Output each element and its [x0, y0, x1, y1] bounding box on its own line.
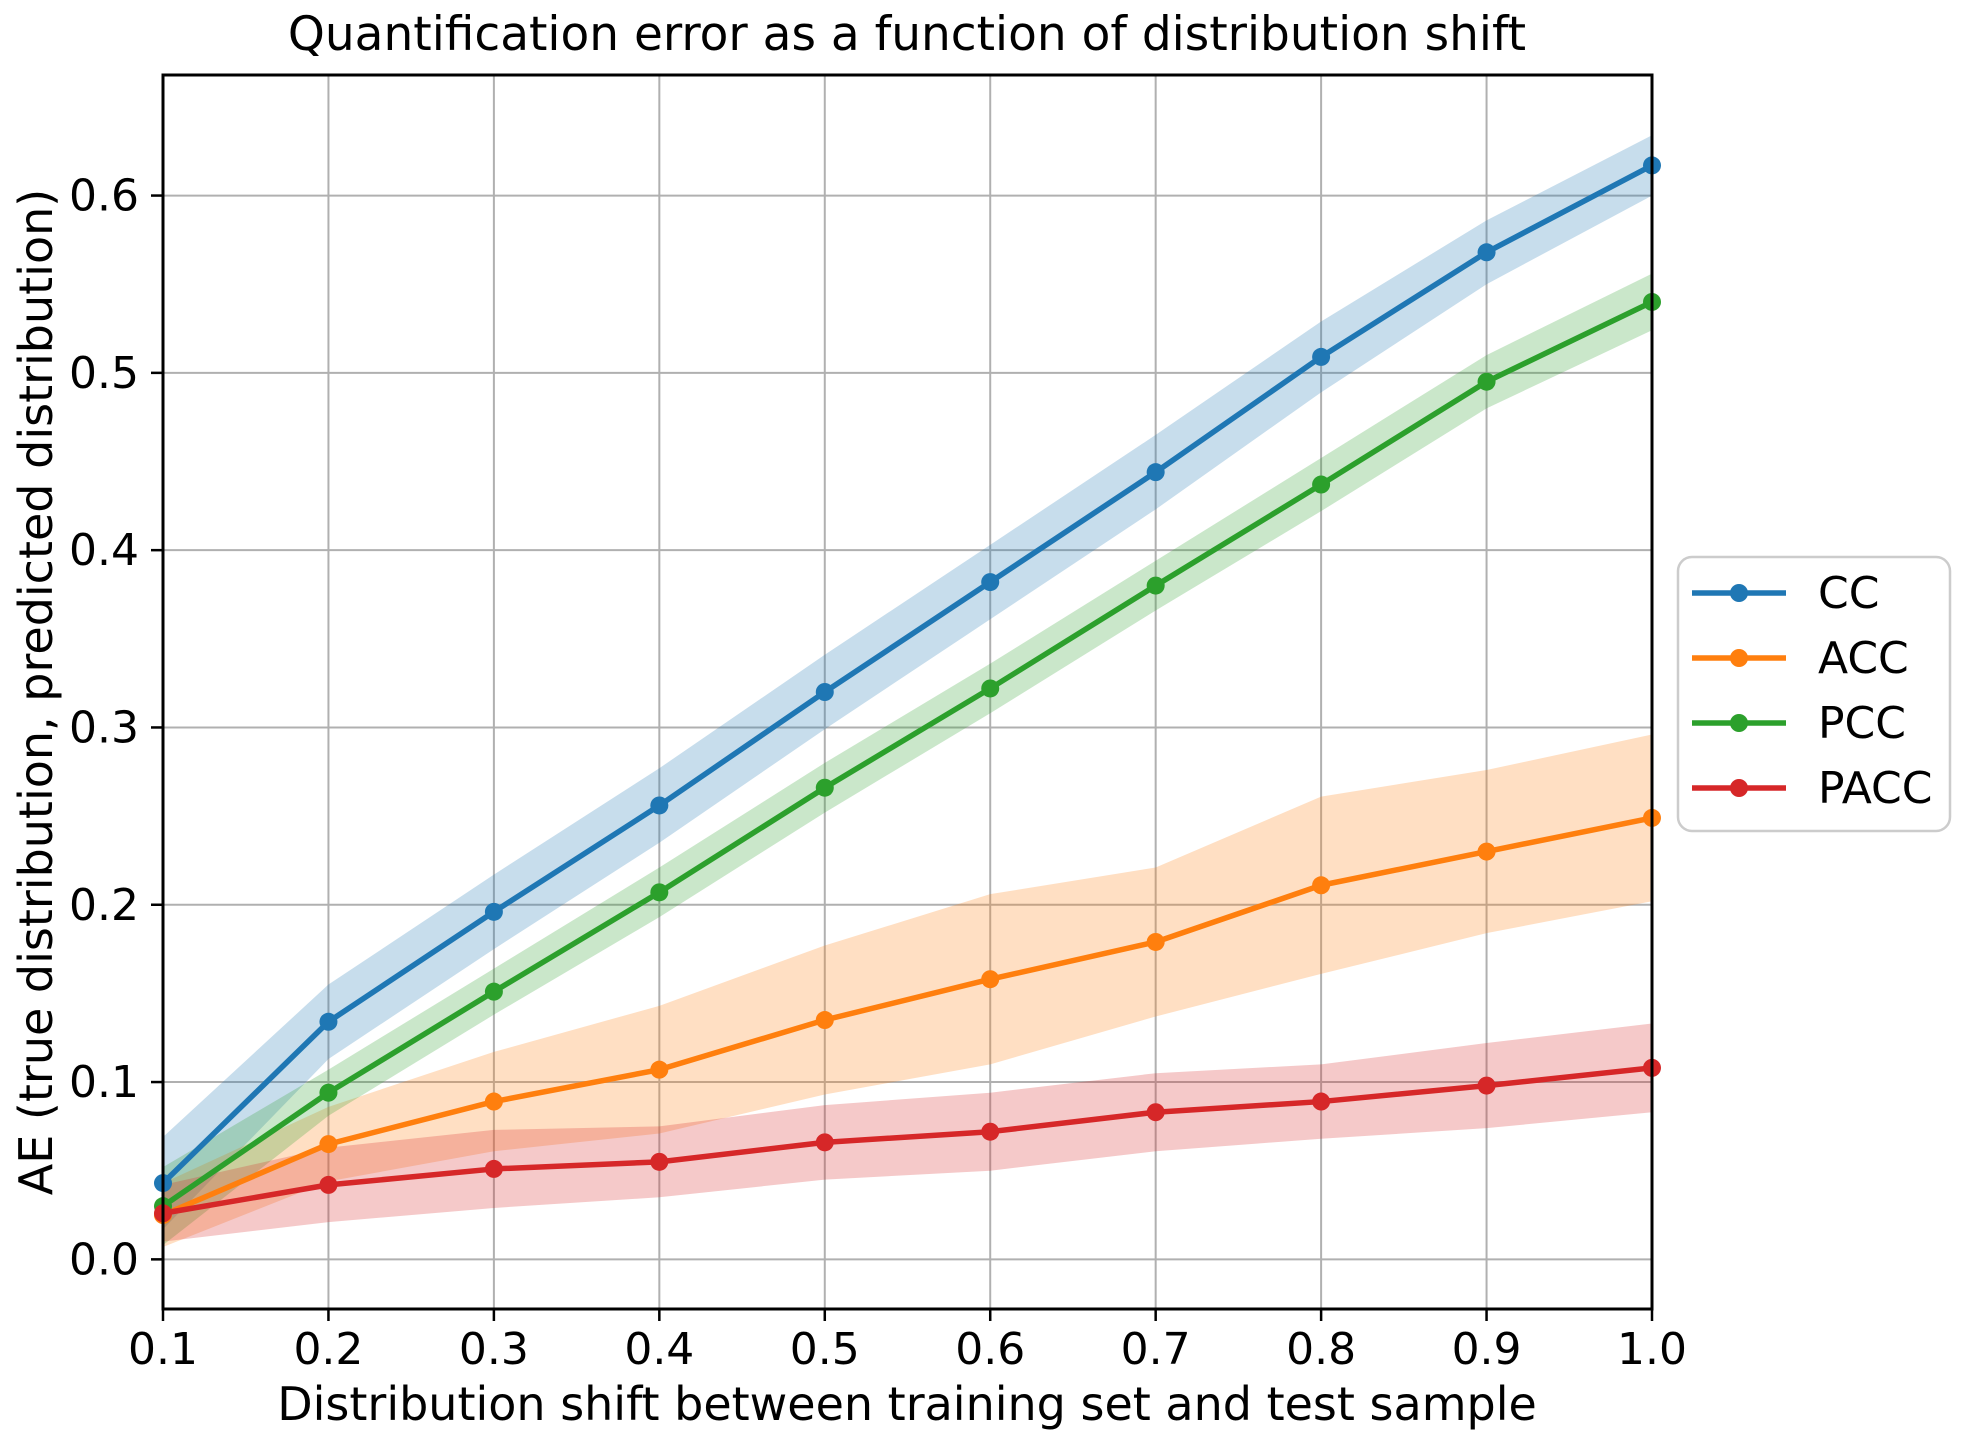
marker-PCC — [319, 1083, 338, 1102]
band-PACC — [163, 1023, 1652, 1242]
band-PCC — [163, 273, 1652, 1246]
band-CC — [163, 135, 1652, 1230]
x-tick-label: 0.9 — [1452, 1324, 1522, 1375]
marker-PACC — [1146, 1103, 1165, 1122]
marker-CC — [319, 1012, 338, 1031]
marker-ACC — [650, 1060, 669, 1079]
legend-label-PCC: PCC — [1818, 698, 1906, 749]
marker-PCC — [1146, 576, 1165, 595]
marker-PCC — [484, 982, 503, 1001]
band-ACC — [163, 734, 1652, 1247]
x-tick-label: 0.2 — [293, 1324, 363, 1375]
x-tick-label: 0.8 — [1286, 1324, 1356, 1375]
y-tick-label: 0.0 — [69, 1234, 139, 1285]
marker-CC — [815, 683, 834, 701]
marker-PACC — [981, 1122, 1000, 1141]
marker-PACC — [484, 1159, 503, 1178]
y-tick-label: 0.1 — [69, 1057, 139, 1108]
legend-label-CC: CC — [1818, 568, 1879, 619]
series-PACC — [154, 1058, 1661, 1223]
marker-ACC — [1477, 842, 1496, 861]
confidence-bands — [163, 135, 1652, 1247]
marker-PCC — [1312, 475, 1331, 494]
marker-CC — [1146, 463, 1165, 482]
legend-marker-PACC — [1730, 779, 1748, 797]
y-tick-label: 0.3 — [69, 702, 139, 753]
line-PCC — [161, 299, 1654, 1209]
marker-ACC — [484, 1092, 503, 1111]
legend-entry-PCC: PCC — [1692, 698, 1906, 749]
legend-entry-PACC: PACC — [1692, 763, 1933, 814]
legend-label-PACC: PACC — [1818, 763, 1933, 814]
marker-ACC — [1312, 876, 1331, 895]
marker-CC — [1312, 347, 1331, 366]
axes: 0.1 0.2 0.3 0.4 0.5 0.6 0.7 0.8 0.9 1.0 0.0 0.1 0.2 0… — [69, 73, 1687, 1375]
marker-CC — [981, 573, 1000, 592]
marker-CC — [650, 796, 669, 815]
y-tick-label: 0.2 — [69, 880, 139, 931]
x-tick-label: 1.0 — [1617, 1324, 1687, 1375]
marker-PACC — [815, 1133, 834, 1152]
marker-PACC — [319, 1175, 338, 1194]
marker-ACC — [1146, 932, 1165, 951]
x-tick-label: 0.7 — [1121, 1324, 1191, 1375]
marker-PACC — [1477, 1076, 1496, 1095]
y-tick-label: 0.5 — [69, 348, 139, 399]
plot-border — [161, 73, 1654, 1311]
marker-ACC — [981, 970, 1000, 989]
chart-title: Quantification error as a function of di… — [288, 7, 1526, 62]
line-ACC — [161, 815, 1653, 1218]
y-tick-label: 0.4 — [69, 525, 139, 576]
marker-PCC — [815, 778, 834, 797]
x-tick-label: 0.1 — [128, 1324, 198, 1375]
legend-marker-CC — [1730, 584, 1748, 602]
marker-CC — [1477, 243, 1496, 262]
x-tick-label: 0.4 — [624, 1324, 694, 1375]
x-tick-label: 0.3 — [459, 1324, 529, 1375]
legend-label-ACC: ACC — [1818, 633, 1909, 684]
legend-entry-ACC: ACC — [1692, 633, 1909, 684]
legend-entry-CC: CC — [1692, 568, 1879, 619]
marker-PCC — [650, 883, 669, 902]
y-axis-label: AE (true distribution, predicted distrib… — [9, 189, 63, 1195]
y-tick-label: 0.6 — [69, 171, 139, 222]
legend-marker-PCC — [1730, 714, 1748, 732]
marker-CC — [484, 902, 503, 921]
series-PCC — [154, 292, 1661, 1216]
legend-marker-ACC — [1730, 649, 1748, 667]
marker-PACC — [1312, 1092, 1331, 1111]
legend-box — [1676, 555, 1952, 833]
line-CC — [161, 162, 1654, 1186]
marker-ACC — [815, 1011, 834, 1030]
x-tick-label: 0.5 — [790, 1324, 860, 1375]
data-series — [154, 156, 1661, 1225]
x-axis-label: Distribution shift between training set … — [277, 1377, 1537, 1431]
x-tick-label: 0.6 — [955, 1324, 1025, 1375]
series-CC — [154, 156, 1661, 1193]
marker-PACC — [650, 1152, 669, 1171]
line-PACC — [162, 1065, 1653, 1216]
marker-PCC — [1477, 372, 1496, 391]
marker-ACC — [319, 1135, 338, 1154]
marker-PCC — [981, 679, 1000, 698]
legend: CC ACC PCC PACC — [1676, 555, 1952, 833]
